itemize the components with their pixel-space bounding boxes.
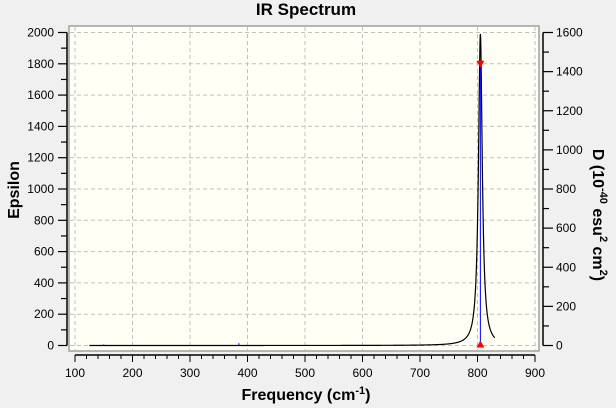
x-tick-label: 700: [410, 366, 430, 380]
y-tick-label: 800: [34, 213, 54, 227]
y-tick-label: 600: [34, 245, 54, 259]
axes: 0 200 400 600 800 1000 1200 1400 1600 1800 2000 0 20…: [27, 26, 583, 381]
y2-axis-title: D (10-40 esu2 cm2): [589, 149, 609, 281]
x-tick-label: 100: [65, 366, 85, 380]
y2-tick-label: 800: [556, 182, 576, 196]
y-tick-label: 1800: [27, 57, 54, 71]
y-tick-label: 1200: [27, 151, 54, 165]
y2-tick-label: 200: [556, 299, 576, 313]
y2-tick-label: 600: [556, 221, 576, 235]
y-tick-label: 0: [47, 339, 54, 353]
series: [89, 33, 496, 348]
y-axis-title: Epsilon: [6, 161, 23, 219]
chart-title: IR Spectrum: [256, 0, 356, 19]
x-tick-label: 200: [122, 366, 142, 380]
peak-top-marker: [476, 60, 485, 68]
x-tick-label: 300: [180, 366, 200, 380]
y2-tick-label: 400: [556, 260, 576, 274]
y2-tick-label: 0: [556, 339, 563, 353]
x-tick-label: 400: [237, 366, 257, 380]
x-tick-label: 900: [525, 366, 545, 380]
y2-tick-label: 1200: [556, 104, 583, 118]
y-tick-label: 2000: [27, 26, 54, 40]
y-tick-label: 1600: [27, 88, 54, 102]
y-tick-label: 1000: [27, 182, 54, 196]
peak-base-marker: [476, 340, 485, 348]
spectrum-line: [89, 33, 496, 347]
y-tick-label: 200: [34, 307, 54, 321]
grid: [70, 27, 538, 350]
y-tick-label: 1400: [27, 119, 54, 133]
y2-tick-label: 1600: [556, 26, 583, 40]
x-tick-label: 600: [352, 366, 372, 380]
y2-tick-label: 1000: [556, 143, 583, 157]
y2-tick-label: 1400: [556, 65, 583, 79]
x-tick-label: 500: [295, 366, 315, 380]
x-tick-label: 800: [467, 366, 487, 380]
x-axis-title: Frequency (cm-1): [242, 385, 371, 404]
y-tick-label: 400: [34, 276, 54, 290]
